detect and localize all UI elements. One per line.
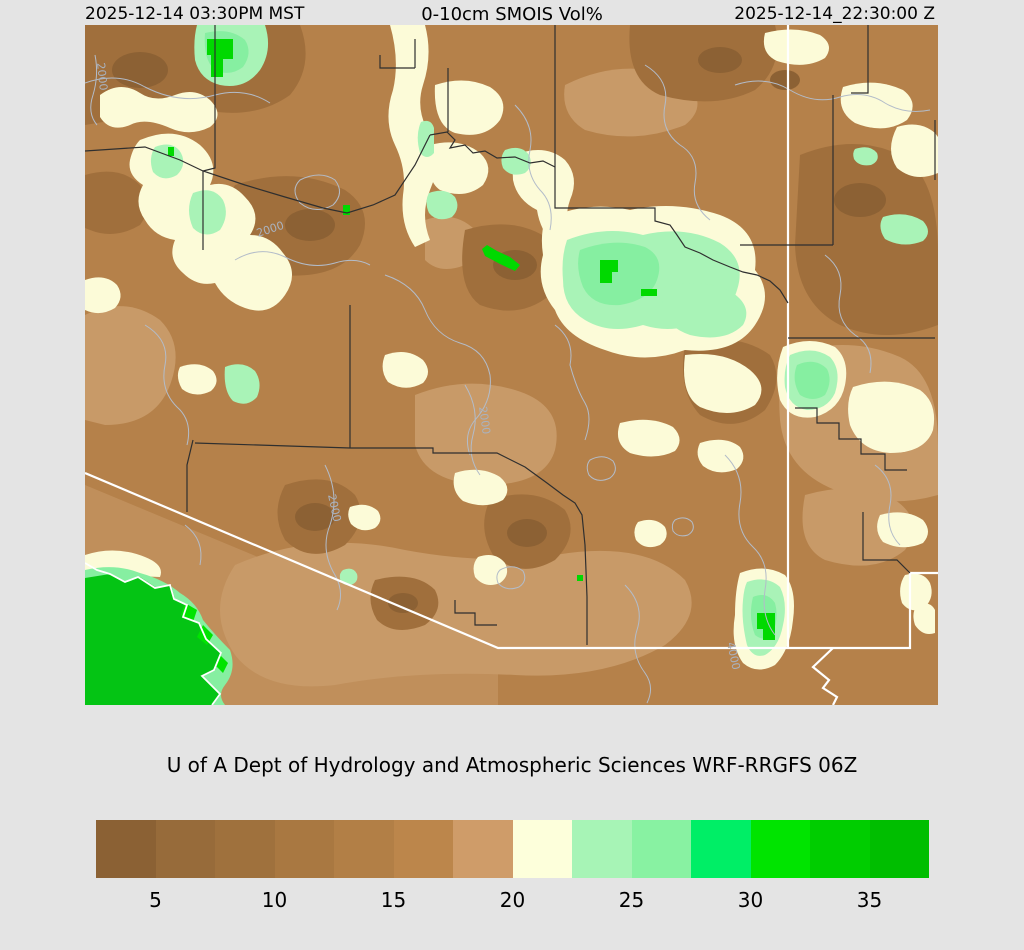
colorado-river-line (84, 562, 223, 706)
colorbar-segment (810, 820, 870, 878)
colorbar-labels: 5 10 15 20 25 30 35 (96, 888, 929, 914)
colorbar-segment (334, 820, 394, 878)
contour-label: 4000 (724, 641, 743, 671)
colorbar-tick-label: 10 (261, 888, 288, 912)
state-borders (84, 25, 938, 706)
colorbar-segment (155, 820, 215, 878)
sonora-chihuahua-border-line (811, 647, 839, 706)
colorbar-tick-label: 20 (499, 888, 526, 912)
colorbar-segment (274, 820, 334, 878)
colorbar-tick-label: 35 (856, 888, 883, 912)
colorbar-tick-label: 5 (149, 888, 162, 912)
colorbar-segment (215, 820, 275, 878)
colorbar (96, 820, 929, 878)
colorbar-segment (869, 820, 929, 878)
credit-caption: U of A Dept of Hydrology and Atmospheric… (166, 753, 858, 777)
page-title: 0-10cm SMOIS Vol% (421, 4, 603, 25)
colorbar-segment (631, 820, 691, 878)
contour-labels: 2000 2000 2000 2000 4000 (94, 62, 743, 671)
soil-moisture-map: 2000 2000 2000 2000 4000 (79, 25, 938, 706)
colorbar-segment (393, 820, 453, 878)
colorbar-tick-label: 25 (618, 888, 645, 912)
elevation-contours (79, 54, 931, 704)
map-canvas: 2000 2000 2000 2000 4000 (79, 25, 938, 706)
colorbar-segment (750, 820, 810, 878)
colorbar-segment (572, 820, 632, 878)
colorbar-tick-label: 15 (380, 888, 407, 912)
colorbar-segment (691, 820, 751, 878)
nm-bootheel-border-line (788, 571, 938, 650)
colorbar-segment (453, 820, 513, 878)
green-core-spots (168, 39, 775, 640)
local-timestamp: 2025-12-14 03:30PM MST (85, 4, 305, 24)
colorbar-segment (512, 820, 572, 878)
county-lines (84, 25, 936, 645)
contour-label: 2000 (94, 62, 110, 91)
colorbar-segment (96, 820, 156, 878)
contour-label: 2000 (476, 406, 493, 436)
utc-timestamp: 2025-12-14_22:30:00 Z (734, 4, 935, 24)
contour-label: 2000 (325, 493, 344, 523)
mexico-border-line (84, 471, 788, 650)
colorbar-tick-label: 30 (737, 888, 764, 912)
darkest-brown-spots (112, 47, 886, 613)
